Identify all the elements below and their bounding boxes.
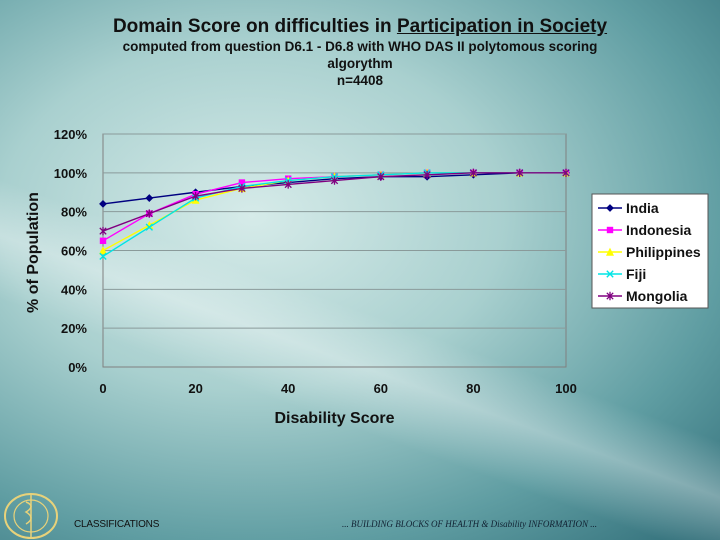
y-tick-label: 80% bbox=[61, 205, 87, 220]
y-tick-label: 20% bbox=[61, 321, 87, 336]
x-tick-label: 100 bbox=[555, 381, 577, 396]
x-tick-label: 20 bbox=[188, 381, 202, 396]
legend-label: Indonesia bbox=[626, 222, 692, 238]
data-point-fiji bbox=[99, 252, 107, 261]
legend-label: India bbox=[626, 200, 659, 216]
subtitle-line-2: algorythm bbox=[327, 56, 393, 71]
y-tick-label: 40% bbox=[61, 282, 87, 297]
legend-item-mongolia: Mongolia bbox=[598, 288, 688, 304]
data-point-mongolia bbox=[99, 226, 107, 236]
legend-marker bbox=[606, 291, 614, 301]
legend-marker bbox=[606, 270, 614, 278]
legend-marker bbox=[605, 247, 615, 256]
series-line-fiji bbox=[102, 172, 566, 257]
data-point-mongolia bbox=[145, 209, 153, 218]
x-tick-label: 0 bbox=[99, 381, 106, 396]
subtitle-line-3: n=4408 bbox=[336, 73, 384, 88]
data-point-mongolia bbox=[562, 168, 570, 178]
data-point-indonesia bbox=[238, 179, 246, 186]
legend-item-fiji: Fiji bbox=[598, 266, 646, 282]
y-tick-label: 120% bbox=[54, 127, 88, 142]
series-mongolia bbox=[99, 168, 570, 236]
legend-item-india: India bbox=[598, 200, 659, 216]
y-tick-label: 0% bbox=[68, 360, 87, 375]
data-point-fiji bbox=[145, 223, 153, 231]
data-point-indonesia bbox=[99, 237, 107, 244]
title-prefix: Domain Score on difficulties in bbox=[112, 16, 397, 37]
data-point-mongolia bbox=[423, 170, 431, 179]
y-tick-label: 60% bbox=[61, 244, 87, 259]
x-tick-label: 60 bbox=[374, 381, 388, 396]
data-point-india bbox=[99, 199, 107, 208]
data-point-mongolia bbox=[330, 176, 339, 185]
legend-marker bbox=[606, 226, 614, 234]
y-tick-label: 100% bbox=[54, 166, 88, 181]
legend-label: Mongolia bbox=[626, 288, 688, 304]
slide-header: Domain Score on difficulties in Particip… bbox=[100, 16, 620, 89]
x-tick-label: 80 bbox=[466, 381, 480, 396]
x-axis-label: Disability Score bbox=[274, 410, 394, 427]
footer-tagline: ... BUILDING BLOCKS OF HEALTH & Disabili… bbox=[342, 519, 597, 529]
footer-classifications: CLASSIFICATIONS bbox=[74, 519, 160, 530]
legend-marker bbox=[606, 204, 614, 212]
legend-label: Philippines bbox=[626, 244, 701, 260]
title-underlined: Participation in Society bbox=[396, 16, 608, 37]
data-point-mongolia bbox=[191, 191, 200, 201]
data-point-mongolia bbox=[238, 184, 246, 193]
who-emblem-icon bbox=[4, 493, 58, 539]
x-tick-label: 40 bbox=[281, 381, 295, 396]
data-point-india bbox=[145, 194, 154, 202]
legend-label: Fiji bbox=[626, 266, 646, 282]
y-axis-label: % of Population bbox=[25, 192, 42, 313]
data-point-mongolia bbox=[377, 172, 385, 181]
data-point-mongolia bbox=[469, 168, 478, 178]
legend-item-indonesia: Indonesia bbox=[598, 222, 692, 238]
data-point-mongolia bbox=[284, 180, 292, 189]
legend-item-philippines: Philippines bbox=[598, 244, 701, 260]
slide-title: Domain Score on difficulties in Particip… bbox=[100, 16, 620, 38]
data-point-philippines bbox=[98, 246, 108, 255]
data-point-mongolia bbox=[516, 168, 524, 178]
subtitle-line-1: computed from question D6.1 - D6.8 with … bbox=[122, 39, 598, 54]
